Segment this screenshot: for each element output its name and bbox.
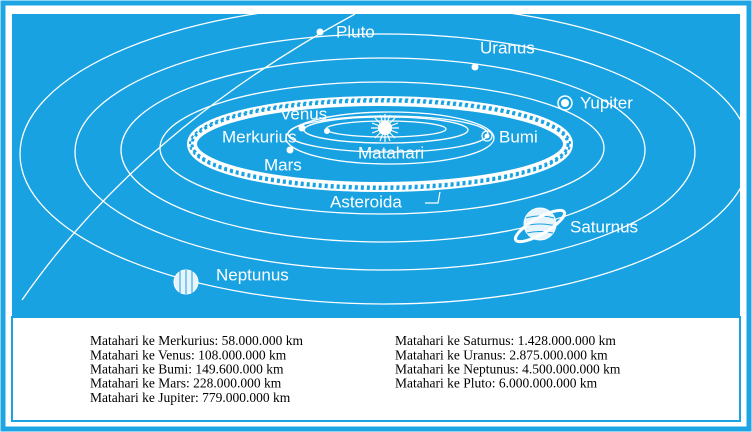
space-panel — [12, 14, 740, 317]
mars-planet — [287, 147, 294, 154]
sun — [371, 114, 399, 142]
distance-text: Matahari ke Saturnus: 1.428.000.000 km — [395, 333, 616, 348]
distance-text: Matahari ke Neptunus: 4.500.000.000 km — [395, 361, 621, 376]
planet-label: Neptunus — [216, 265, 289, 284]
distance-text: Matahari ke Uranus: 2.875.000.000 km — [395, 347, 608, 362]
sun-label: Matahari — [358, 143, 424, 162]
asteroid-label: Asteroida — [330, 192, 402, 211]
distance-text: Matahari ke Venus: 108.000.000 km — [90, 347, 287, 362]
planet-label: Uranus — [480, 38, 535, 57]
planet-label: Bumi — [499, 127, 538, 146]
mercury-planet — [324, 128, 330, 134]
planet-label: Saturnus — [570, 217, 638, 236]
pluto-planet — [317, 29, 324, 36]
distance-text: Matahari ke Pluto: 6.000.000.000 km — [395, 376, 598, 391]
distance-text: Matahari ke Merkurius: 58.000.000 km — [90, 333, 303, 348]
planet-label: Mars — [264, 155, 302, 174]
neptune-planet — [174, 270, 198, 294]
solar-system-diagram: Pluto Uranus Yupiter Bumi Venus Merkuriu… — [0, 0, 752, 432]
distance-text: Matahari ke Jupiter: 779.000.000 km — [90, 390, 291, 405]
venus-planet — [299, 125, 306, 132]
planet-label: Yupiter — [580, 93, 633, 112]
planet-label: Venus — [280, 104, 327, 123]
planet-label: Merkurius — [222, 127, 297, 146]
planet-label: Pluto — [336, 22, 375, 41]
distance-text: Matahari ke Mars: 228.000.000 km — [90, 376, 282, 391]
uranus-planet — [472, 64, 479, 71]
distance-text: Matahari ke Bumi: 149.600.000 km — [90, 361, 284, 376]
